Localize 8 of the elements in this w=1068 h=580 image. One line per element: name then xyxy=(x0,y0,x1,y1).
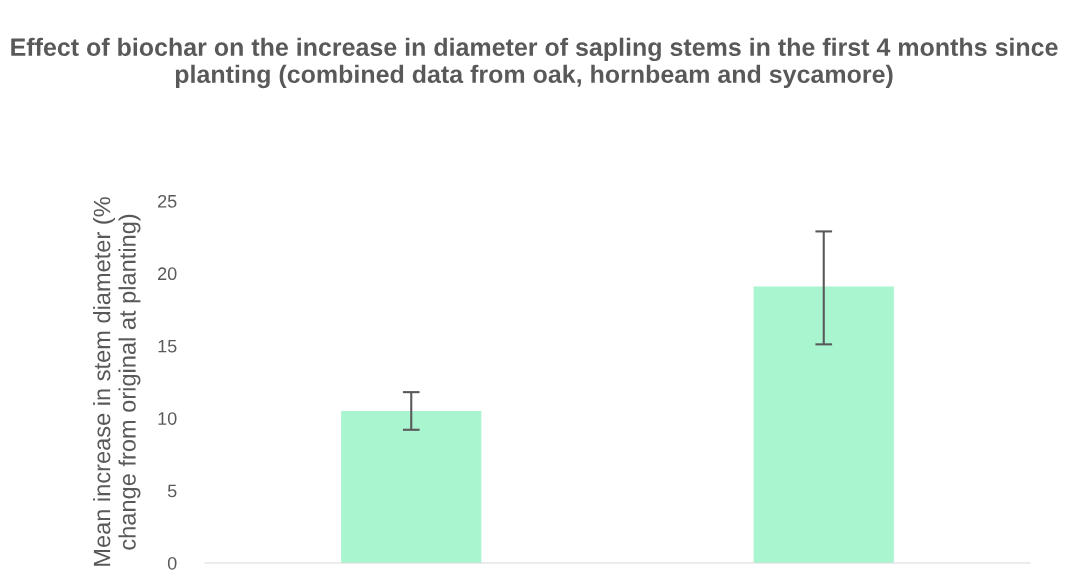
y-tick-label: 0 xyxy=(167,556,177,570)
y-tick-label: 10 xyxy=(158,412,177,425)
y-tick-label: 5 xyxy=(167,484,177,498)
y-tick-label: 25 xyxy=(158,194,177,208)
y-axis-title: Mean increase in stem diameter (% change from original at planting) xyxy=(93,197,141,566)
chart-title: Effect of biochar on the increase in diameter of sapling stems in the first 4 months since planting (combined data from oak, hornbeam and sycamore) xyxy=(11,37,1058,89)
y-tick-label: 20 xyxy=(158,267,177,281)
y-tick-label: 15 xyxy=(158,339,177,353)
